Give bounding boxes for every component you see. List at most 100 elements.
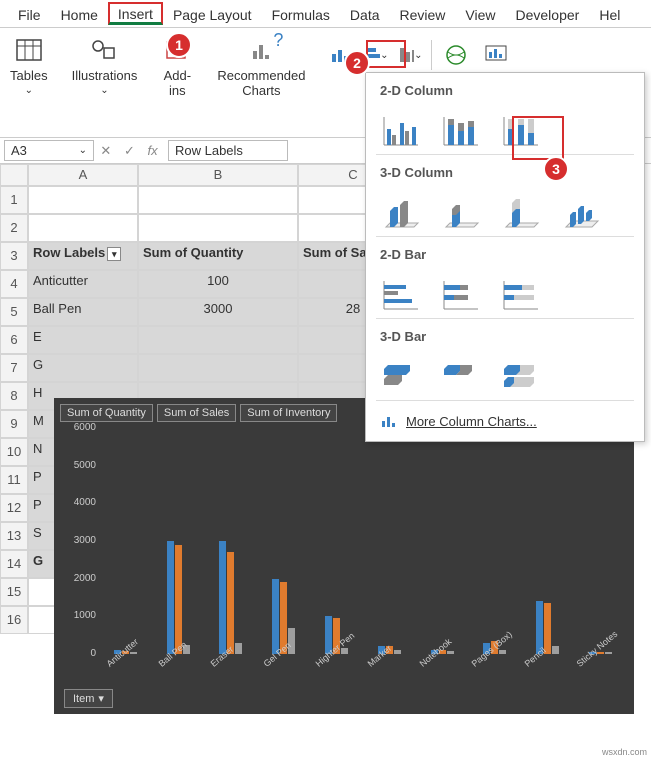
cell-B6[interactable]: [138, 326, 298, 354]
section-2d-column: 2-D Column: [366, 73, 644, 154]
cell-B5[interactable]: 3000: [138, 298, 298, 326]
3d-stacked-bar-option[interactable]: [440, 354, 482, 394]
3d-clustered-column-option[interactable]: [380, 190, 422, 230]
section-2d-bar: 2-D Bar: [366, 237, 644, 318]
column-header-B[interactable]: B: [138, 164, 298, 186]
y-tick-label: 4000: [66, 497, 96, 508]
row-header-15[interactable]: 15: [0, 578, 28, 606]
bar: [219, 541, 226, 654]
stacked-column-option[interactable]: [440, 108, 482, 148]
pivotchart-button[interactable]: [480, 44, 512, 66]
cell-B3[interactable]: Sum of Quantity: [138, 242, 298, 270]
legend-item-sales[interactable]: Sum of Sales: [157, 404, 236, 422]
tab-insert[interactable]: Insert: [108, 2, 163, 25]
row-header-14[interactable]: 14: [0, 550, 28, 578]
row-header-10[interactable]: 10: [0, 438, 28, 466]
y-tick-label: 0: [66, 648, 96, 659]
section-title-2d-column: 2-D Column: [380, 83, 630, 98]
section-3d-column: 3-D Column: [366, 155, 644, 236]
row-header-6[interactable]: 6: [0, 326, 28, 354]
3d-stacked100-bar-option[interactable]: [500, 354, 542, 394]
tab-help[interactable]: Hel: [589, 3, 630, 25]
row-header-12[interactable]: 12: [0, 494, 28, 522]
cell-A4[interactable]: Anticutter: [28, 270, 138, 298]
recommended-label: Recommended Charts: [217, 68, 305, 98]
row-header-11[interactable]: 11: [0, 466, 28, 494]
more-charts-label: More Column Charts...: [406, 414, 537, 429]
cell-A6[interactable]: E: [28, 326, 138, 354]
cell-B1[interactable]: [138, 186, 298, 214]
cell-B2[interactable]: [138, 214, 298, 242]
y-tick-label: 2000: [66, 573, 96, 584]
more-column-charts-link[interactable]: More Column Charts...: [366, 401, 644, 441]
row-header-1[interactable]: 1: [0, 186, 28, 214]
row-header-2[interactable]: 2: [0, 214, 28, 242]
insert-chart-dropdown: 2-D Column 3-D Column 2-D Bar 3-D Bar: [365, 72, 645, 442]
row-header-13[interactable]: 13: [0, 522, 28, 550]
illustrations-label: Illustrations: [72, 68, 138, 83]
formula-bar[interactable]: Row Labels: [168, 140, 288, 161]
y-tick-label: 3000: [66, 535, 96, 546]
cell-A5[interactable]: Ball Pen: [28, 298, 138, 326]
ribbon-tabs: File Home Insert Page Layout Formulas Da…: [0, 0, 651, 28]
stacked-bar-option[interactable]: [440, 272, 482, 312]
cell-A3[interactable]: Row Labels▾: [28, 242, 138, 270]
name-box[interactable]: A3⌄: [4, 140, 94, 161]
select-all-corner[interactable]: [0, 164, 28, 186]
tab-home[interactable]: Home: [51, 3, 108, 25]
row-headers: 12345678910111213141516: [0, 186, 28, 634]
cancel-icon[interactable]: ✕: [100, 143, 111, 159]
tab-formulas[interactable]: Formulas: [262, 3, 340, 25]
y-tick-label: 5000: [66, 460, 96, 471]
legend-item-inventory[interactable]: Sum of Inventory: [240, 404, 337, 422]
pivot-chart[interactable]: Sum of Quantity Sum of Sales Sum of Inve…: [54, 398, 634, 714]
tab-view[interactable]: View: [455, 3, 505, 25]
bar: [167, 541, 174, 654]
cell-A2[interactable]: [28, 214, 138, 242]
dropdown-icon: ▾: [98, 692, 104, 705]
chart-x-axis: AnticutterBall PenEraserGel PenHighter P…: [102, 658, 624, 692]
y-tick-label: 6000: [66, 422, 96, 433]
chevron-down-icon: ⌄: [100, 85, 108, 96]
cell-B7[interactable]: [138, 354, 298, 382]
row-header-9[interactable]: 9: [0, 410, 28, 438]
tab-developer[interactable]: Developer: [506, 3, 590, 25]
maps-button[interactable]: [440, 44, 472, 66]
group-tables[interactable]: Tables ⌄: [10, 34, 48, 96]
y-tick-label: 1000: [66, 610, 96, 621]
enter-icon[interactable]: ✓: [124, 143, 135, 159]
clustered-column-option[interactable]: [380, 108, 422, 148]
group-illustrations[interactable]: Illustrations ⌄: [72, 34, 138, 96]
tab-review[interactable]: Review: [390, 3, 456, 25]
group-recommended-charts[interactable]: ? Recommended Charts: [217, 34, 305, 98]
cell-A7[interactable]: G: [28, 354, 138, 382]
tables-label: Tables: [10, 68, 48, 83]
tables-icon: [13, 34, 45, 66]
row-header-8[interactable]: 8: [0, 382, 28, 410]
addins-label: Add- ins: [164, 68, 191, 98]
fx-icon[interactable]: fx: [148, 143, 158, 158]
3d-stacked100-column-option[interactable]: [500, 190, 542, 230]
callout-3: 3: [543, 156, 569, 182]
tab-file[interactable]: File: [8, 3, 51, 25]
highlight-chart-option: [512, 116, 564, 160]
cell-A1[interactable]: [28, 186, 138, 214]
highlight-chart-button: [366, 40, 406, 68]
column-header-A[interactable]: A: [28, 164, 138, 186]
3d-clustered-bar-option[interactable]: [380, 354, 422, 394]
filter-button[interactable]: ▾: [107, 247, 121, 261]
row-header-3[interactable]: 3: [0, 242, 28, 270]
3d-stacked-column-option[interactable]: [440, 190, 482, 230]
clustered-bar-option[interactable]: [380, 272, 422, 312]
row-header-5[interactable]: 5: [0, 298, 28, 326]
chart-field-button[interactable]: Item▾: [64, 689, 113, 708]
tab-pagelayout[interactable]: Page Layout: [163, 3, 262, 25]
row-header-7[interactable]: 7: [0, 354, 28, 382]
tab-data[interactable]: Data: [340, 3, 390, 25]
stacked100-bar-option[interactable]: [500, 272, 542, 312]
row-header-4[interactable]: 4: [0, 270, 28, 298]
legend-item-quantity[interactable]: Sum of Quantity: [60, 404, 153, 422]
cell-B4[interactable]: 100: [138, 270, 298, 298]
3d-column-option[interactable]: [560, 190, 602, 230]
row-header-16[interactable]: 16: [0, 606, 28, 634]
